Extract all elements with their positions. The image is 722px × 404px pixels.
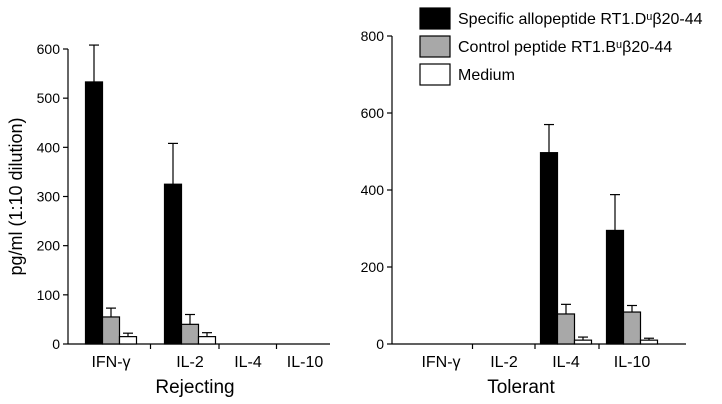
chart-tolerant: 0 200 400 600 800 IFN-γ IL-2 IL-4 IL-10 Tolerant <box>361 28 686 398</box>
bar <box>163 183 183 345</box>
legend-swatch <box>419 7 451 30</box>
y-tick-label: 0 <box>376 336 384 352</box>
legend-label: Control peptide RT1.Bᵘβ20-44 <box>458 39 672 56</box>
chart-rejecting: 0 100 200 300 400 500 600 IFN-γ IL-2 IL-4 IL-10 Rej… <box>6 41 330 398</box>
y-tick-label: 0 <box>52 336 60 352</box>
y-tick-label: 800 <box>361 28 385 44</box>
bar <box>573 339 593 345</box>
legend-label: Medium <box>458 67 515 84</box>
bar <box>101 316 121 345</box>
bar <box>180 323 200 345</box>
legend-label: Specific allopeptide RT1.Dᵘβ20-44 <box>458 11 703 28</box>
y-tick-label: 100 <box>37 287 61 303</box>
bar <box>556 313 576 345</box>
category-label: IL-10 <box>614 354 651 371</box>
bar <box>539 152 559 345</box>
y-tick-label: 300 <box>37 189 61 205</box>
bar <box>118 336 138 345</box>
category-label: IL-4 <box>552 354 580 371</box>
y-tick-label: 200 <box>361 259 385 275</box>
category-label: IFN-γ <box>421 354 460 371</box>
bar <box>197 336 217 345</box>
category-label: IL-10 <box>287 354 324 371</box>
bar <box>622 311 642 345</box>
y-axis-title: pg/ml (1:10 dilution) <box>6 117 26 275</box>
bar <box>84 81 104 345</box>
x-axis-title: Tolerant <box>487 377 555 398</box>
y-tick-label: 400 <box>37 139 61 155</box>
x-axis-title: Rejecting <box>155 377 234 398</box>
y-tick-label: 600 <box>37 41 61 57</box>
category-label: IL-2 <box>490 354 518 371</box>
y-tick-label: 500 <box>37 90 61 106</box>
y-tick-label: 200 <box>37 238 61 254</box>
category-label: IFN-γ <box>91 354 130 371</box>
legend-swatch <box>419 35 451 58</box>
legend: Specific allopeptide RT1.Dᵘβ20-44 Control… <box>419 7 703 86</box>
legend-swatch <box>419 63 451 86</box>
bar <box>605 229 625 345</box>
y-tick-label: 600 <box>361 105 385 121</box>
category-label: IL-4 <box>234 354 262 371</box>
category-label: IL-2 <box>176 354 204 371</box>
bar <box>639 339 659 345</box>
y-tick-label: 400 <box>361 182 385 198</box>
